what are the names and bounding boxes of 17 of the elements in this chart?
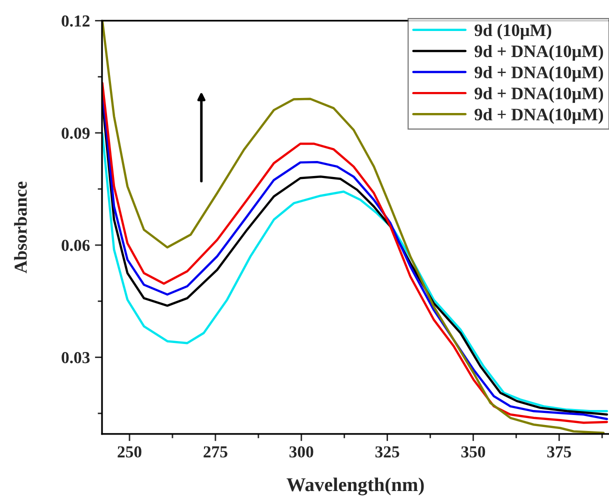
- x-tick-label: 300: [289, 446, 314, 458]
- x-tick-label: 275: [204, 446, 228, 458]
- y-tick-label: 0.03: [62, 352, 90, 364]
- y-tick-label: 0.06: [62, 240, 90, 252]
- x-tick-label: 325: [375, 446, 400, 458]
- x-axis-title: Wavelength(nm): [286, 478, 424, 496]
- x-tick-label: 250: [118, 446, 142, 458]
- y-tick-label: 0.12: [62, 15, 90, 27]
- legend-label: 9d + DNA(10μM): [474, 44, 604, 61]
- legend-label: 9d + DNA(10μM): [474, 87, 604, 103]
- legend-label: 9d (10μM): [474, 24, 552, 40]
- legend-label: 9d + DNA(10μM): [474, 66, 604, 82]
- x-tick-label: 350: [461, 446, 486, 458]
- y-axis-title: Absorbance: [14, 182, 27, 274]
- legend-label: 9d + DNA(10μM): [474, 108, 604, 124]
- x-tick-label: 375: [547, 446, 572, 458]
- y-tick-label: 0.09: [62, 128, 90, 139]
